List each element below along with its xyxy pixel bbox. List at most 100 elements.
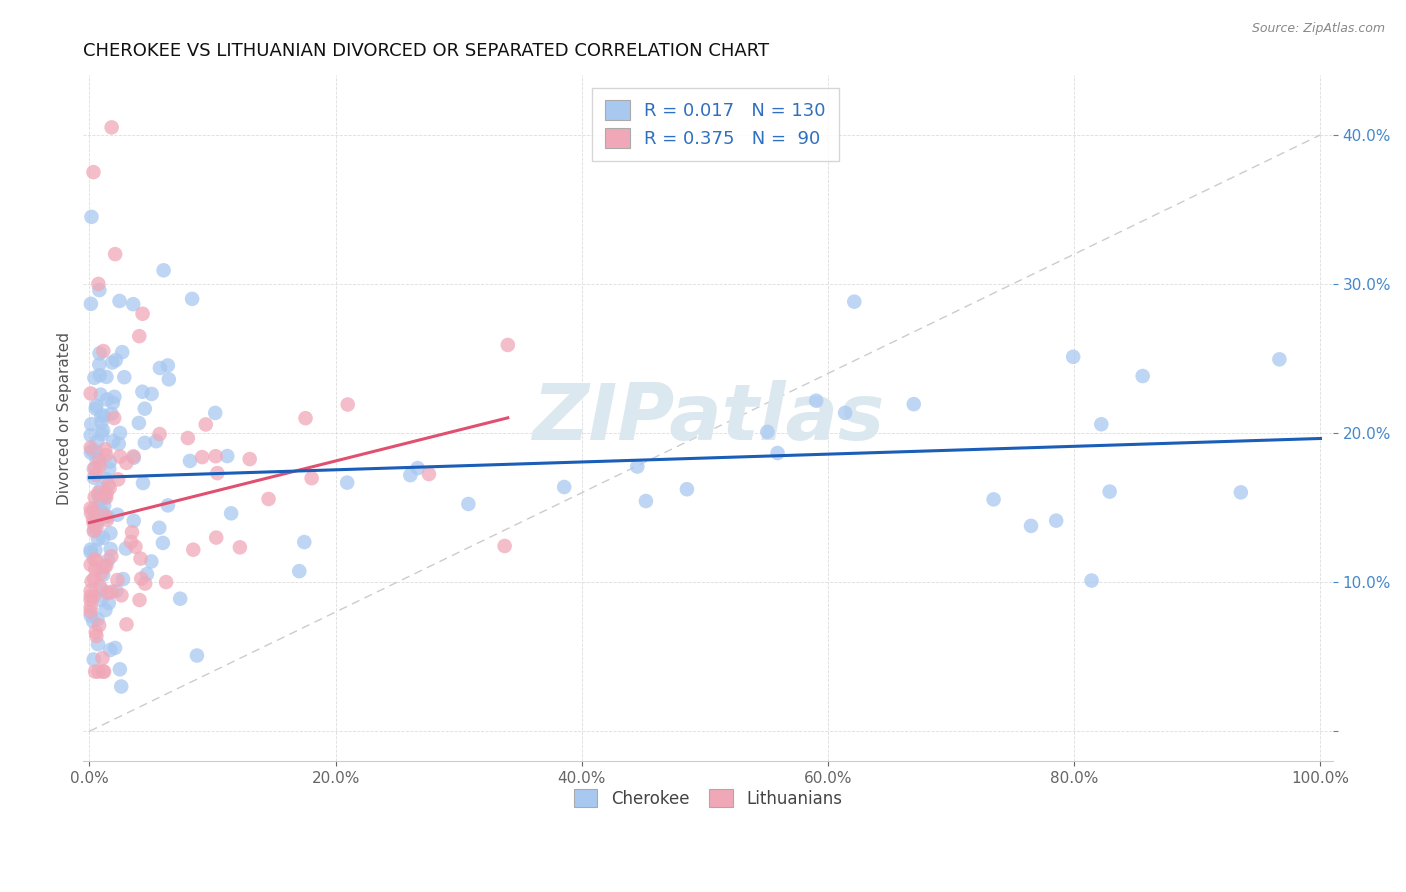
Point xyxy=(129,572,152,586)
Point xyxy=(1045,514,1067,528)
Point xyxy=(98,455,121,469)
Point xyxy=(156,499,179,513)
Point xyxy=(80,506,103,520)
Point xyxy=(105,508,128,522)
Point xyxy=(1090,417,1112,432)
Point xyxy=(107,472,129,486)
Point xyxy=(79,441,101,455)
Point xyxy=(177,431,200,445)
Point xyxy=(94,472,117,486)
Point xyxy=(87,485,110,500)
Point xyxy=(96,513,118,527)
Point xyxy=(94,491,117,505)
Point xyxy=(80,574,103,589)
Point xyxy=(131,307,153,321)
Point xyxy=(93,499,115,513)
Point xyxy=(553,480,575,494)
Point xyxy=(104,353,127,368)
Point xyxy=(336,398,359,412)
Point xyxy=(80,545,103,559)
Point xyxy=(84,444,107,458)
Point xyxy=(91,344,114,359)
Point xyxy=(86,521,108,535)
Point xyxy=(181,292,204,306)
Point xyxy=(97,509,120,524)
Point xyxy=(87,515,110,529)
Point xyxy=(97,586,120,600)
Point xyxy=(191,450,214,464)
Point xyxy=(903,397,925,411)
Point xyxy=(257,491,280,506)
Point xyxy=(844,294,866,309)
Point xyxy=(89,579,111,593)
Point xyxy=(90,415,112,429)
Point xyxy=(90,491,112,505)
Point xyxy=(83,524,105,538)
Point xyxy=(91,651,114,665)
Point xyxy=(806,393,828,408)
Point xyxy=(100,120,122,135)
Point xyxy=(79,501,101,516)
Point xyxy=(457,497,479,511)
Point xyxy=(129,551,152,566)
Point xyxy=(152,536,174,550)
Point xyxy=(93,560,115,574)
Point xyxy=(96,486,118,500)
Point xyxy=(83,590,105,604)
Point xyxy=(181,542,204,557)
Point xyxy=(84,625,107,640)
Point xyxy=(83,462,105,476)
Point xyxy=(101,434,124,449)
Point xyxy=(219,506,242,520)
Point xyxy=(1019,519,1042,533)
Point xyxy=(91,665,114,679)
Point xyxy=(80,442,103,457)
Point xyxy=(141,387,163,401)
Point xyxy=(86,553,108,567)
Point xyxy=(128,416,150,430)
Point xyxy=(204,449,226,463)
Point xyxy=(90,592,112,607)
Point xyxy=(94,603,117,617)
Point xyxy=(148,521,170,535)
Point xyxy=(110,588,132,602)
Point xyxy=(122,514,145,528)
Point xyxy=(83,572,105,586)
Legend: Cherokee, Lithuanians: Cherokee, Lithuanians xyxy=(568,782,849,814)
Point xyxy=(103,390,125,404)
Point xyxy=(90,482,112,496)
Point xyxy=(100,549,122,564)
Point xyxy=(91,567,114,582)
Point xyxy=(134,576,156,591)
Point xyxy=(97,477,120,491)
Point xyxy=(87,453,110,467)
Point xyxy=(135,567,157,582)
Point xyxy=(169,591,191,606)
Point xyxy=(626,459,648,474)
Point xyxy=(98,481,121,495)
Point xyxy=(834,406,856,420)
Point xyxy=(108,450,131,464)
Point xyxy=(96,392,118,407)
Point xyxy=(89,459,111,474)
Text: ZIPatlas: ZIPatlas xyxy=(531,380,884,456)
Point xyxy=(87,665,110,679)
Point xyxy=(86,452,108,467)
Point xyxy=(94,448,117,462)
Point xyxy=(1080,574,1102,588)
Point xyxy=(86,629,108,643)
Point xyxy=(94,508,117,523)
Point xyxy=(87,277,110,291)
Point xyxy=(207,466,229,480)
Point xyxy=(115,617,138,632)
Point xyxy=(756,425,779,439)
Point xyxy=(676,482,699,496)
Point xyxy=(96,370,118,384)
Point xyxy=(87,488,110,502)
Point xyxy=(89,358,111,372)
Point xyxy=(79,386,101,401)
Point xyxy=(122,450,145,465)
Point xyxy=(112,370,135,384)
Point xyxy=(122,450,145,464)
Point xyxy=(204,406,226,420)
